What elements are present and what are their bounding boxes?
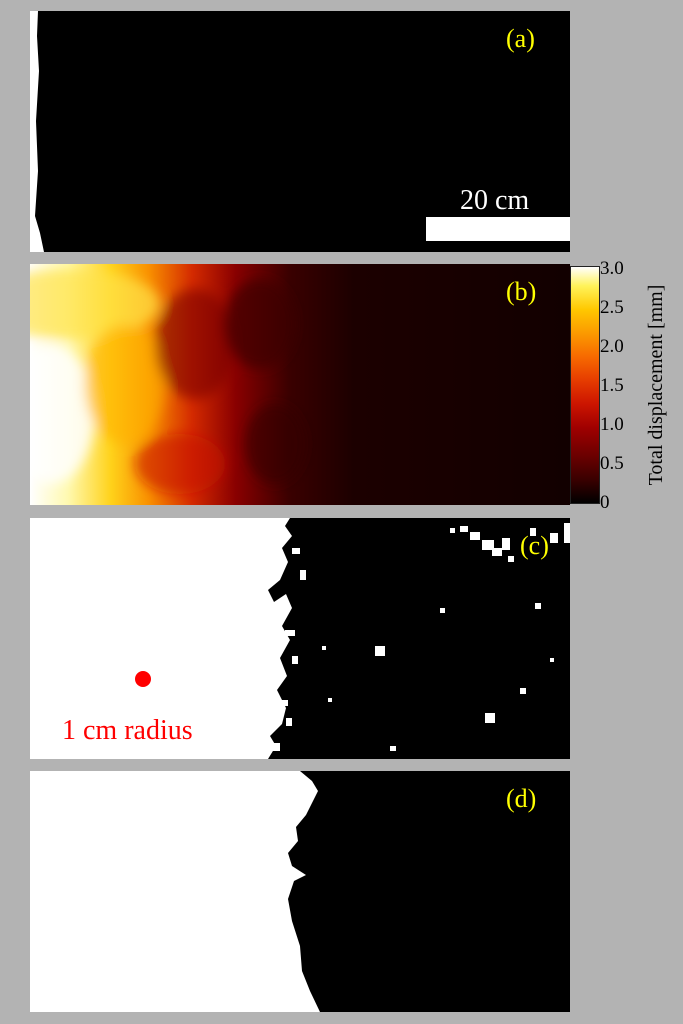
panel-a-graphic [30,11,44,252]
scalebar-text: 20 cm [460,185,530,216]
scalebar [426,217,570,241]
panel-c-label: (c) [520,531,549,560]
panel-b-heatmap: (b) [30,264,570,505]
colorbar-tick-1-0: 1.0 [600,414,624,435]
panel-a-image: (a) 20 cm [30,11,570,252]
panel-d-binary: (d) [30,771,570,1012]
panel-c-binary: (c) [30,518,570,759]
radius-annotation: 1 cm radius [62,715,193,746]
colorbar-tick-0-5: 0.5 [600,453,624,474]
colorbar-tick-1-5: 1.5 [600,375,624,396]
colorbar-tick-2-0: 2.0 [600,336,624,357]
colorbar-label: Total displacement [mm] [645,284,667,486]
panel-b-graphic [30,264,570,505]
panel-c-graphic [268,518,570,759]
colorbar-tick-0: 0 [600,492,610,513]
panel-d-graphic [288,771,570,1012]
colorbar-tick-2-5: 2.5 [600,297,624,318]
colorbar-tick-3-0: 3.0 [600,258,624,279]
panel-a-label: (a) [506,24,535,53]
panel-d-label: (d) [506,784,537,813]
radius-marker-dot [135,671,151,687]
panel-b-label: (b) [506,277,537,306]
colorbar [570,266,600,504]
